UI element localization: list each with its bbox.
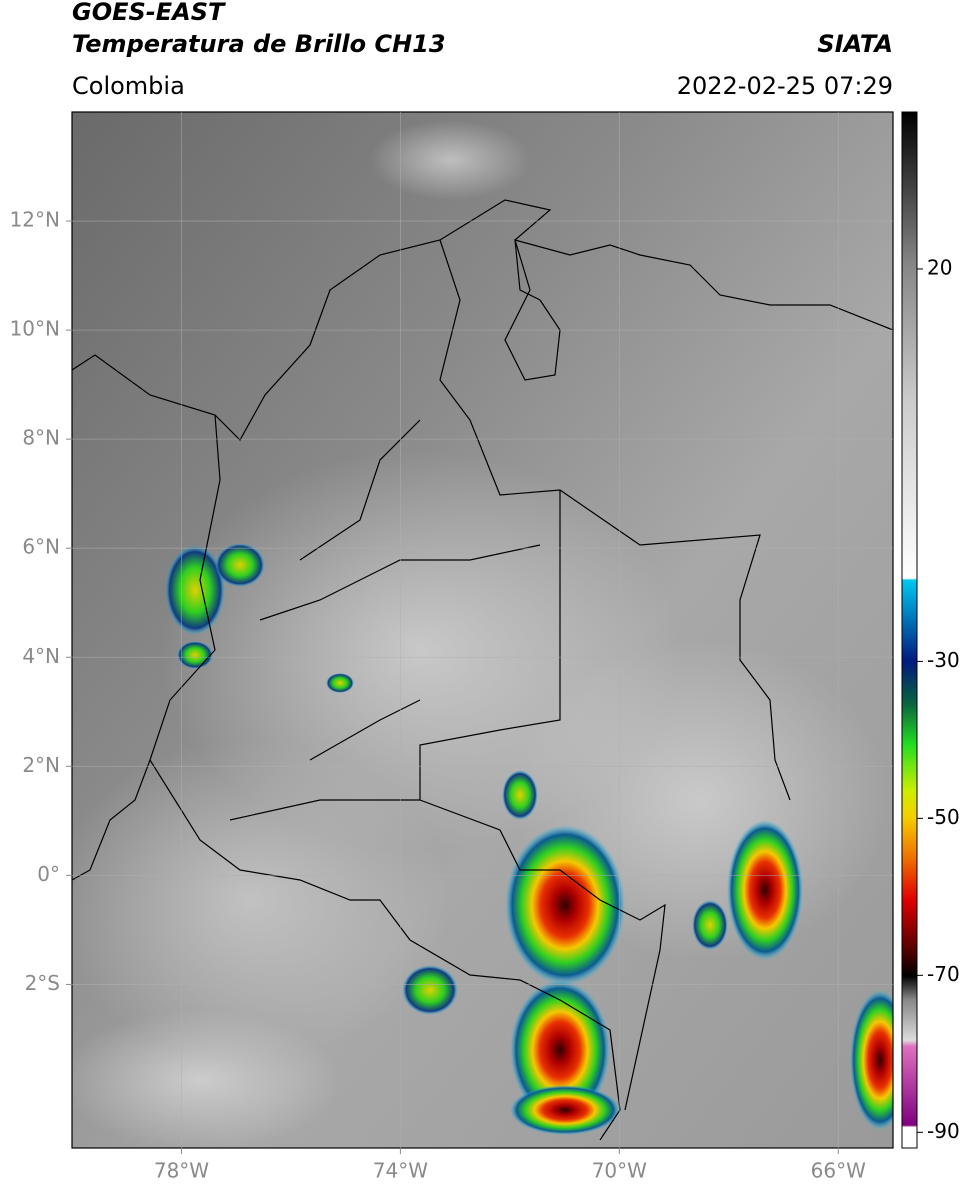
datetime: 2022-02-25 07:29 [677,72,893,100]
map-image [72,112,893,1148]
colorbar-tick-label: -50 [927,805,960,829]
y-tick-label: 8°N [22,426,60,450]
colorbar-tick-label: -90 [927,1119,960,1143]
y-tick-label: 2°N [22,753,60,777]
y-tick-label: 10°N [10,317,60,341]
colorbar-tick-label: -70 [927,962,960,986]
y-tick-label: 2°S [25,971,60,995]
map-frame [71,111,894,1149]
subtitle: Temperatura de Brillo CH13 [72,30,446,58]
x-tick-label: 74°W [373,1159,428,1183]
region: Colombia [72,72,185,100]
x-tick-label: 70°W [592,1159,647,1183]
y-tick-label: 12°N [10,208,60,232]
x-tick-label: 78°W [154,1159,209,1183]
x-tick-label: 66°W [811,1159,866,1183]
title: GOES-EAST [72,0,226,26]
y-tick-label: 0° [37,862,60,886]
colorbar [901,111,918,1149]
y-tick-label: 6°N [22,535,60,559]
colorbar-tick-label: -30 [927,648,960,672]
agency: SIATA [817,30,893,58]
colorbar-tick-label: 20 [927,255,952,279]
y-tick-label: 4°N [22,644,60,668]
